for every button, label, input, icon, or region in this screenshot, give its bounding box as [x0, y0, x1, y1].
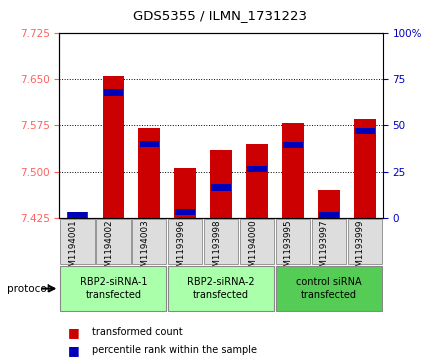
- Bar: [247, 166, 267, 172]
- Text: control siRNA
transfected: control siRNA transfected: [296, 277, 362, 300]
- Text: GSM1193996: GSM1193996: [176, 219, 185, 278]
- Bar: [60, 219, 95, 264]
- Bar: [312, 219, 346, 264]
- Bar: [240, 219, 274, 264]
- Bar: [355, 128, 374, 134]
- Bar: [210, 150, 232, 218]
- Bar: [132, 219, 166, 264]
- Text: GSM1193998: GSM1193998: [212, 219, 221, 278]
- Text: GSM1194001: GSM1194001: [68, 219, 77, 278]
- Bar: [60, 266, 166, 311]
- Text: GSM1194002: GSM1194002: [104, 219, 114, 278]
- Text: RBP2-siRNA-2
transfected: RBP2-siRNA-2 transfected: [187, 277, 255, 300]
- Text: RBP2-siRNA-1
transfected: RBP2-siRNA-1 transfected: [80, 277, 147, 300]
- Text: percentile rank within the sample: percentile rank within the sample: [92, 345, 257, 355]
- Bar: [68, 212, 87, 218]
- Text: GSM1193997: GSM1193997: [320, 219, 329, 278]
- Bar: [139, 141, 159, 147]
- Bar: [211, 184, 231, 191]
- Text: GSM1193999: GSM1193999: [356, 219, 365, 278]
- Text: protocol: protocol: [7, 284, 49, 294]
- Bar: [168, 219, 202, 264]
- Bar: [174, 168, 196, 218]
- Text: GSM1194000: GSM1194000: [248, 219, 257, 278]
- Bar: [276, 219, 310, 264]
- Bar: [176, 209, 195, 215]
- Text: ■: ■: [68, 344, 80, 357]
- Bar: [204, 219, 238, 264]
- Bar: [282, 123, 304, 218]
- Text: ■: ■: [68, 326, 80, 339]
- Bar: [66, 212, 88, 218]
- Bar: [319, 212, 339, 219]
- Bar: [318, 190, 340, 218]
- Bar: [283, 142, 303, 148]
- Bar: [96, 219, 131, 264]
- Text: GSM1194003: GSM1194003: [140, 219, 149, 278]
- Bar: [276, 266, 382, 311]
- Bar: [103, 89, 123, 95]
- Text: transformed count: transformed count: [92, 327, 183, 337]
- Bar: [168, 266, 274, 311]
- Bar: [348, 219, 382, 264]
- Bar: [246, 144, 268, 218]
- Bar: [139, 128, 160, 218]
- Text: GSM1193995: GSM1193995: [284, 219, 293, 278]
- Bar: [103, 76, 124, 218]
- Bar: [354, 119, 376, 218]
- Text: GDS5355 / ILMN_1731223: GDS5355 / ILMN_1731223: [133, 9, 307, 22]
